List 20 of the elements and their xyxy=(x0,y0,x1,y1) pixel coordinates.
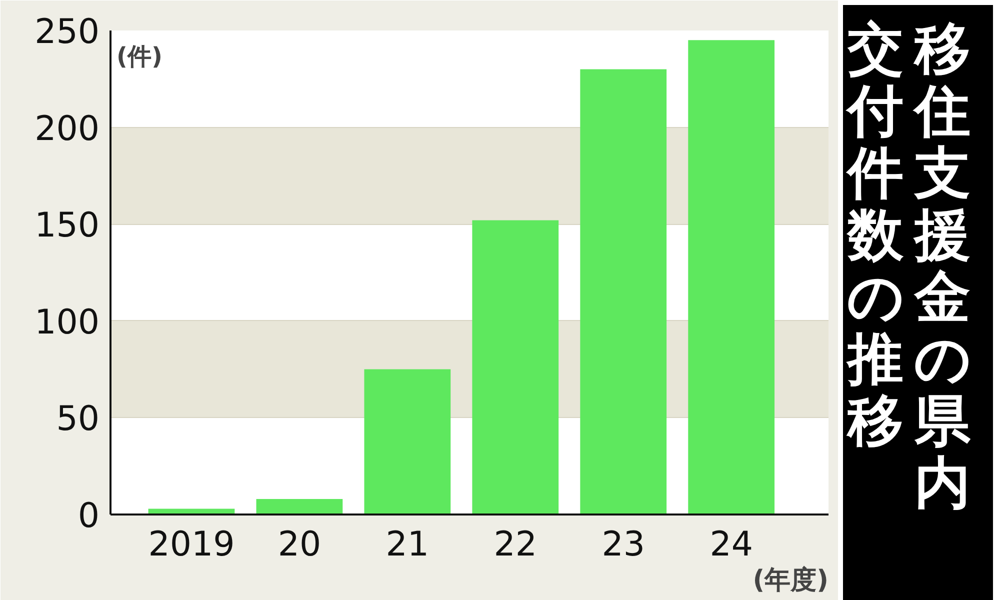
y-tick-label: 250 xyxy=(34,12,100,52)
bar xyxy=(580,69,667,514)
bar xyxy=(688,40,775,514)
chart-title: 移住支援金の県内交付件数の推移 xyxy=(847,17,971,516)
x-axis-title: (年度) xyxy=(752,566,828,596)
y-tick-label: 50 xyxy=(56,399,100,440)
bar xyxy=(472,220,559,514)
y-tick-label: 200 xyxy=(34,108,100,149)
y-tick-label: 0 xyxy=(78,496,100,536)
bar xyxy=(364,369,451,514)
bar xyxy=(256,499,343,514)
x-tick-label: 22 xyxy=(494,524,538,564)
y-axis-title: (件) xyxy=(116,42,162,70)
x-tick-label: 20 xyxy=(278,524,322,564)
y-tick-label: 100 xyxy=(34,302,100,342)
x-tick-label: 24 xyxy=(710,524,753,564)
y-tick-label: 150 xyxy=(34,206,100,246)
x-tick-label: 23 xyxy=(602,524,645,564)
x-tick-label: 2019 xyxy=(148,524,235,564)
x-tick-label: 21 xyxy=(386,524,430,564)
